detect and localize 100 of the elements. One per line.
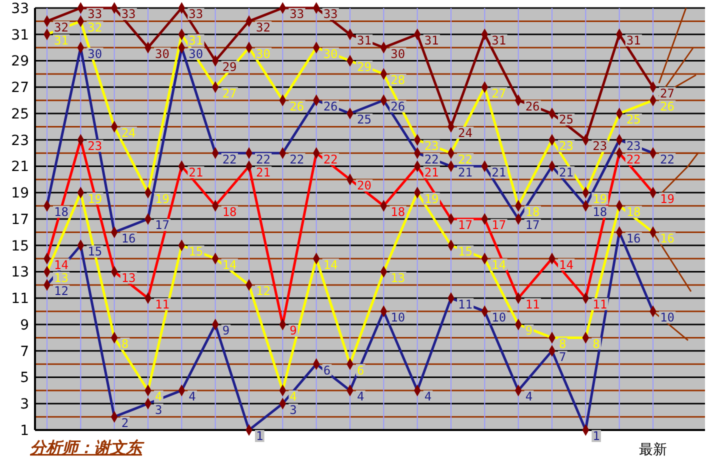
data-label: 12	[256, 284, 270, 298]
data-label: 22	[323, 152, 338, 166]
data-label: 22	[222, 152, 237, 166]
data-label: 17	[155, 218, 170, 232]
data-label: 4	[290, 390, 297, 404]
data-label: 33	[290, 7, 304, 22]
data-label: 6	[323, 363, 331, 378]
data-label: 26	[390, 100, 406, 114]
data-label: 30	[88, 46, 102, 61]
y-tick-label: 33	[11, 0, 29, 17]
data-label: 30	[323, 46, 338, 61]
data-label: 14	[323, 258, 338, 272]
y-tick-label: 27	[11, 80, 29, 96]
data-label: 32	[88, 20, 102, 34]
text: 分析师：谢文东	[30, 438, 145, 457]
x-tick-label: 最新	[639, 442, 667, 458]
data-label: 26	[660, 100, 674, 114]
data-label: 9	[525, 324, 533, 338]
data-label: 6	[357, 363, 364, 378]
data-label: 24	[458, 126, 472, 140]
data-label: 20	[357, 178, 372, 193]
data-label: 33	[188, 7, 204, 22]
data-label: 4	[357, 390, 364, 404]
data-label: 13	[390, 270, 406, 285]
data-label: 25	[559, 112, 574, 127]
data-label: 14	[559, 258, 574, 272]
y-tick-label: 3	[20, 396, 29, 413]
data-label: 27	[492, 86, 506, 100]
data-label: 14	[492, 258, 506, 272]
data-label: 11	[458, 297, 472, 312]
data-label: 21	[559, 165, 574, 180]
data-label: 28	[390, 73, 406, 88]
data-label: 26	[290, 100, 304, 114]
data-label: 23	[559, 139, 574, 154]
data-label: 22	[458, 152, 472, 166]
data-label: 26	[323, 100, 338, 114]
data-label: 4	[155, 390, 162, 404]
data-label: 15	[458, 244, 472, 259]
data-label: 22	[290, 152, 304, 166]
y-tick-label: 11	[11, 291, 29, 308]
data-label: 33	[121, 7, 136, 22]
data-label: 25	[357, 112, 372, 127]
data-label: 18	[54, 205, 68, 220]
data-label: 30	[390, 46, 406, 61]
data-label: 9	[222, 324, 230, 338]
data-label: 17	[458, 218, 472, 232]
data-label: 15	[188, 244, 204, 259]
data-label: 32	[54, 20, 68, 34]
data-label: 14	[222, 258, 237, 272]
y-tick-label: 23	[11, 132, 29, 149]
data-label: 27	[222, 86, 237, 100]
data-label: 23	[626, 139, 641, 154]
data-label: 19	[424, 192, 439, 206]
data-label: 8	[592, 336, 600, 351]
data-label: 3	[290, 402, 297, 417]
data-label: 18	[390, 205, 406, 220]
data-label: 23	[592, 139, 608, 154]
data-label: 13	[121, 270, 136, 285]
y-tick-label: 15	[11, 238, 29, 254]
y-tick-label: 5	[20, 370, 29, 386]
y-tick-label: 9	[20, 317, 29, 334]
data-label: 22	[626, 152, 641, 166]
data-label: 8	[121, 336, 129, 351]
data-label: 14	[54, 258, 68, 272]
data-label: 18	[626, 205, 641, 220]
data-label: 30	[155, 46, 170, 61]
y-tick-label: 13	[11, 264, 29, 281]
data-label: 2	[121, 416, 129, 430]
data-label: 18	[222, 205, 237, 220]
data-label: 19	[155, 192, 170, 206]
data-label: 1	[592, 429, 600, 444]
data-label: 10	[492, 310, 506, 325]
data-label: 10	[660, 310, 674, 325]
data-label: 22	[660, 152, 674, 166]
data-label: 31	[357, 34, 372, 48]
data-label: 4	[188, 390, 196, 404]
data-label: 31	[492, 34, 506, 48]
data-label: 24	[121, 126, 136, 140]
data-label: 17	[525, 218, 540, 232]
data-label: 31	[188, 34, 204, 48]
data-label: 16	[626, 231, 641, 246]
data-label: 9	[290, 324, 297, 338]
data-label: 21	[188, 165, 204, 180]
data-label: 17	[492, 218, 506, 232]
data-label: 10	[390, 310, 406, 325]
data-label: 19	[592, 192, 608, 206]
data-label: 16	[660, 231, 674, 246]
data-label: 21	[424, 165, 439, 180]
data-label: 11	[155, 297, 170, 312]
data-label: 1	[256, 429, 264, 444]
data-label: 33	[323, 7, 338, 22]
data-label: 18	[592, 205, 608, 220]
data-label: 4	[525, 390, 533, 404]
data-label: 29	[357, 60, 372, 74]
data-label: 16	[121, 231, 136, 246]
y-tick-label: 31	[11, 27, 29, 44]
data-label: 3	[155, 402, 162, 417]
data-label: 19	[660, 192, 674, 206]
y-tick-label: 25	[11, 106, 29, 122]
data-label: 19	[88, 192, 102, 206]
